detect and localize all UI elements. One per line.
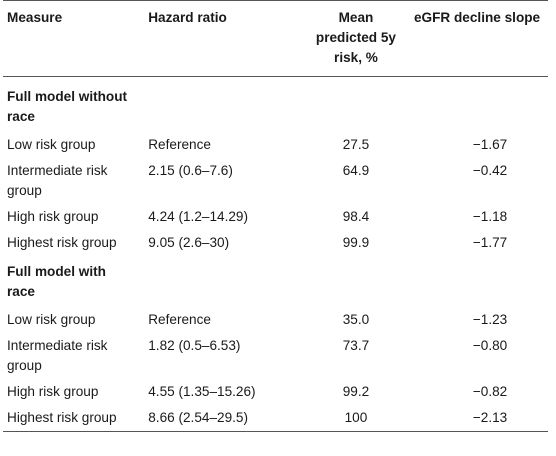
- cell-measure: Intermediate risk group: [7, 338, 108, 373]
- cell-egfr-slope: −1.77: [472, 235, 508, 250]
- results-table: Measure Hazard ratio Mean predicted 5y r…: [3, 0, 548, 432]
- table-row: Low risk group Reference 27.5 −1.67: [3, 132, 548, 158]
- cell-mean-risk: 27.5: [342, 137, 370, 152]
- cell-hazard-ratio: 9.05 (2.6–30): [148, 235, 230, 250]
- cell-hazard-ratio: Reference: [148, 312, 211, 327]
- header-row: Measure Hazard ratio Mean predicted 5y r…: [3, 0, 548, 77]
- table-row: High risk group 4.24 (1.2–14.29) 98.4 −1…: [3, 204, 548, 230]
- table-row: Low risk group Reference 35.0 −1.23: [3, 307, 548, 333]
- header-hazard-ratio: Hazard ratio: [148, 10, 227, 25]
- cell-egfr-slope: −2.13: [472, 410, 508, 425]
- cell-measure: High risk group: [7, 209, 99, 224]
- cell-egfr-slope: −1.67: [472, 137, 508, 152]
- cell-mean-risk: 35.0: [342, 312, 370, 327]
- cell-mean-risk: 64.9: [342, 163, 370, 178]
- cell-mean-risk: 100: [344, 410, 368, 425]
- header-egfr-slope: eGFR decline slope: [413, 10, 541, 25]
- cell-hazard-ratio: 4.24 (1.2–14.29): [148, 209, 248, 224]
- cell-mean-risk: 99.9: [342, 235, 370, 250]
- section-row: Full model without race: [3, 77, 548, 133]
- cell-hazard-ratio: Reference: [148, 137, 211, 152]
- cell-measure: Highest risk group: [7, 235, 117, 250]
- cell-hazard-ratio: 2.15 (0.6–7.6): [148, 163, 233, 178]
- cell-egfr-slope: −0.82: [472, 384, 508, 399]
- table-row: Intermediate risk group 1.82 (0.5–6.53) …: [3, 333, 548, 379]
- cell-mean-risk: 99.2: [342, 384, 370, 399]
- cell-egfr-slope: −1.23: [472, 312, 508, 327]
- cell-egfr-slope: −0.80: [472, 338, 508, 353]
- table-row: High risk group 4.55 (1.35–15.26) 99.2 −…: [3, 379, 548, 405]
- section-title: Full model with race: [7, 264, 106, 299]
- header-mean-risk: Mean predicted 5y risk, %: [315, 10, 396, 65]
- section-title: Full model without race: [7, 89, 128, 124]
- cell-mean-risk: 73.7: [342, 338, 370, 353]
- cell-measure: Highest risk group: [7, 410, 117, 425]
- table-row: Highest risk group 8.66 (2.54–29.5) 100 …: [3, 405, 548, 432]
- table-row: Highest risk group 9.05 (2.6–30) 99.9 −1…: [3, 230, 548, 256]
- cell-hazard-ratio: 8.66 (2.54–29.5): [148, 410, 248, 425]
- cell-hazard-ratio: 4.55 (1.35–15.26): [148, 384, 256, 399]
- cell-egfr-slope: −0.42: [472, 163, 508, 178]
- cell-measure: Low risk group: [7, 312, 96, 327]
- cell-measure: Intermediate risk group: [7, 163, 108, 198]
- cell-mean-risk: 98.4: [342, 209, 370, 224]
- cell-egfr-slope: −1.18: [472, 209, 508, 224]
- cell-measure: Low risk group: [7, 137, 96, 152]
- table-row: Intermediate risk group 2.15 (0.6–7.6) 6…: [3, 158, 548, 204]
- header-measure: Measure: [7, 10, 63, 25]
- cell-measure: High risk group: [7, 384, 99, 399]
- section-row: Full model with race: [3, 256, 548, 307]
- table-body: Full model without race Low risk group R…: [3, 77, 548, 432]
- cell-hazard-ratio: 1.82 (0.5–6.53): [148, 338, 241, 353]
